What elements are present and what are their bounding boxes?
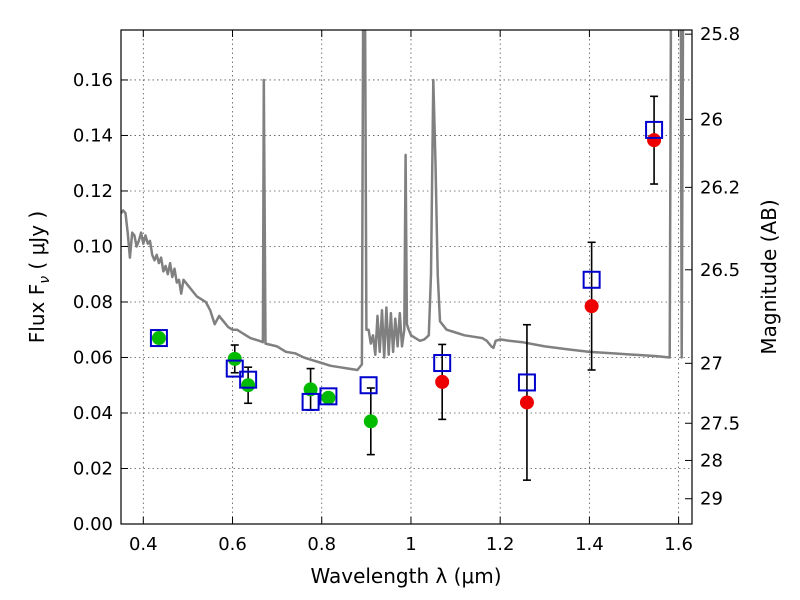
green-point xyxy=(241,378,256,393)
x-tick-label: 1 xyxy=(405,534,416,555)
x-tick-label: 1.4 xyxy=(575,534,604,555)
square-marker xyxy=(301,392,320,411)
x-axis-title: Wavelength λ (μm) xyxy=(310,564,501,588)
y2-tick-label: 26.2 xyxy=(700,177,740,198)
y-tick-label: 0.16 xyxy=(73,70,113,91)
y-tick-label: 0.12 xyxy=(73,181,113,202)
y-tick-label: 0.04 xyxy=(73,403,113,424)
red-point xyxy=(519,395,534,410)
y2-tick-label: 25.8 xyxy=(700,24,740,45)
plot-frame xyxy=(120,29,693,525)
y-axis-title-main: Flux F xyxy=(25,284,49,343)
y-axis-title: Flux Fν ( μJy ) xyxy=(25,211,53,343)
y2-tick-label: 29 xyxy=(700,489,723,510)
square-marker xyxy=(517,373,536,392)
y2-tick-label: 28 xyxy=(700,450,723,471)
square-marker xyxy=(239,370,258,389)
y2-axis-title: Magnitude (AB) xyxy=(757,199,781,354)
x-tick-label: 0.6 xyxy=(218,534,247,555)
red-point xyxy=(435,374,450,389)
y-tick-label: 0.00 xyxy=(73,514,113,535)
y-tick-label: 0.14 xyxy=(73,125,113,146)
square-marker xyxy=(433,354,452,373)
y-tick-label: 0.02 xyxy=(73,458,113,479)
square-marker xyxy=(319,387,338,406)
axis-ticks: 0.4 0.6 0.8 1 1.2 1.4 1.6 0.00 0.02 0.04 0.06 0.08 0… xyxy=(73,24,740,555)
square-marker xyxy=(149,329,168,348)
y2-tick-label: 26 xyxy=(700,109,723,130)
y-axis-title-sub: ν xyxy=(37,276,53,284)
square-marker xyxy=(645,120,664,139)
y2-tick-label: 27.5 xyxy=(700,413,740,434)
data-markers xyxy=(149,120,664,429)
square-marker xyxy=(225,359,244,378)
x-tick-label: 0.4 xyxy=(129,534,158,555)
y-axis-title-unit: ( μJy ) xyxy=(25,211,49,276)
y2-tick-label: 27 xyxy=(700,353,723,374)
red-point xyxy=(647,133,662,148)
green-point xyxy=(321,390,336,405)
green-point xyxy=(227,351,242,366)
y-tick-label: 0.06 xyxy=(73,347,113,368)
x-tick-label: 1.2 xyxy=(486,534,515,555)
green-point xyxy=(363,414,378,429)
y2-tick-label: 26.5 xyxy=(700,260,740,281)
model-spectrum-line xyxy=(121,30,685,372)
red-point xyxy=(584,299,599,314)
x-tick-label: 0.8 xyxy=(307,534,336,555)
square-marker xyxy=(582,270,601,289)
y-tick-label: 0.10 xyxy=(73,236,113,257)
green-point xyxy=(151,331,166,346)
x-tick-label: 1.6 xyxy=(664,534,693,555)
y-tick-label: 0.08 xyxy=(73,292,113,313)
square-marker xyxy=(359,376,378,395)
model-spectrum xyxy=(121,30,685,372)
